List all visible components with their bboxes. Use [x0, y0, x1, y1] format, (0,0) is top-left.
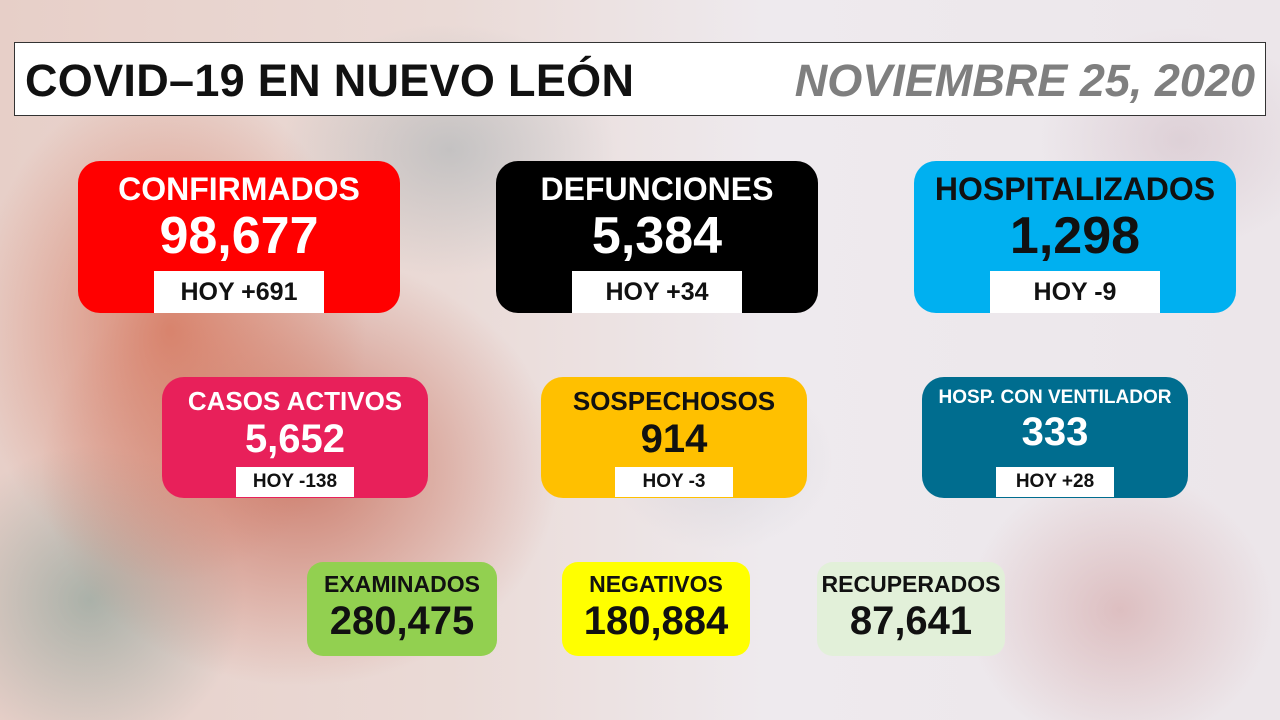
card-sospechosos: SOSPECHOSOS 914 HOY -3	[541, 377, 807, 498]
card-defunciones: DEFUNCIONES 5,384 HOY +34	[496, 161, 818, 313]
confirmados-value: 98,677	[159, 207, 319, 265]
defunciones-today: HOY +34	[572, 271, 742, 313]
sospechosos-today: HOY -3	[615, 467, 733, 497]
card-hospitalizados: HOSPITALIZADOS 1,298 HOY -9	[914, 161, 1236, 313]
recuperados-value: 87,641	[849, 599, 973, 643]
card-ventilador: HOSP. CON VENTILADOR 333 HOY +28	[922, 377, 1188, 498]
examinados-label: EXAMINADOS	[324, 571, 480, 597]
hospitalizados-value: 1,298	[1009, 207, 1141, 265]
casos-activos-today: HOY -138	[236, 467, 354, 497]
recuperados-label: RECUPERADOS	[821, 571, 1001, 597]
card-recuperados: RECUPERADOS 87,641	[817, 562, 1005, 656]
sospechosos-value: 914	[640, 417, 708, 461]
confirmados-today: HOY +691	[154, 271, 324, 313]
hospitalizados-label: HOSPITALIZADOS	[934, 171, 1216, 207]
defunciones-label: DEFUNCIONES	[540, 171, 774, 207]
report-date: NOVIEMBRE 25, 2020	[794, 55, 1255, 106]
title-bar: COVID–19 EN NUEVO LEÓN NOVIEMBRE 25, 202…	[14, 42, 1266, 116]
ventilador-label: HOSP. CON VENTILADOR	[938, 387, 1172, 408]
casos-activos-value: 5,652	[244, 417, 346, 461]
negativos-value: 180,884	[583, 599, 729, 643]
casos-activos-label: CASOS ACTIVOS	[187, 386, 403, 416]
hospitalizados-today: HOY -9	[990, 271, 1160, 313]
ventilador-value: 333	[1021, 410, 1089, 454]
card-examinados: EXAMINADOS 280,475	[307, 562, 497, 656]
card-casos-activos: CASOS ACTIVOS 5,652 HOY -138	[162, 377, 428, 498]
card-confirmados: CONFIRMADOS 98,677 HOY +691	[78, 161, 400, 313]
negativos-label: NEGATIVOS	[589, 571, 723, 597]
examinados-value: 280,475	[329, 599, 475, 643]
defunciones-value: 5,384	[591, 207, 723, 265]
card-negativos: NEGATIVOS 180,884	[562, 562, 750, 656]
ventilador-today: HOY +28	[996, 467, 1114, 497]
sospechosos-label: SOSPECHOSOS	[572, 386, 776, 416]
confirmados-label: CONFIRMADOS	[118, 171, 360, 207]
page-title: COVID–19 EN NUEVO LEÓN	[25, 55, 635, 106]
